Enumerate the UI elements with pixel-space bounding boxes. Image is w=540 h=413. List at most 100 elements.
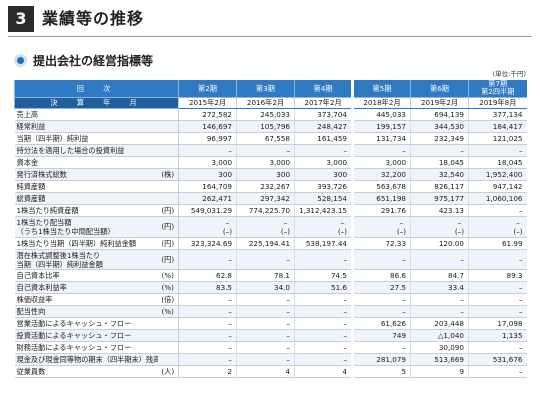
table-cell: 1,135 bbox=[468, 329, 527, 342]
table-cell: 4 bbox=[236, 365, 295, 378]
table-cell: 232,267 bbox=[236, 180, 295, 193]
row-label: 1株当たり純資産額 bbox=[14, 204, 158, 217]
table-cell: – bbox=[468, 204, 527, 217]
table-cell: 3,000 bbox=[236, 156, 295, 169]
table-cell: 9 bbox=[410, 365, 469, 378]
row-label: 財務活動によるキャッシュ・フロー bbox=[14, 341, 158, 354]
table-cell: – (–) bbox=[351, 216, 411, 238]
table-cell: 61.99 bbox=[468, 237, 527, 250]
table-cell: 232,349 bbox=[410, 132, 469, 145]
date-header: 2015年2月 bbox=[178, 97, 237, 109]
table-cell: 1,060,106 bbox=[468, 192, 527, 205]
table-cell: 5 bbox=[351, 365, 411, 378]
table-cell: 51.6 bbox=[294, 281, 353, 294]
date-header: 2019年2月 bbox=[410, 97, 469, 109]
table-cell: 393,726 bbox=[294, 180, 353, 193]
table-row: 潜在株式調整後1株当たり 当期（四半期）純利益金額 (円) – – – – – – bbox=[14, 249, 527, 270]
table-cell: – (–) bbox=[236, 216, 295, 238]
table-cell: – bbox=[178, 353, 237, 366]
table-cell: 74.5 bbox=[294, 269, 353, 282]
table-cell: – bbox=[351, 305, 411, 318]
table-cell: – bbox=[178, 329, 237, 342]
table-row: 自己資本比率 (%) 62.8 78.1 74.5 86.6 84.7 89.3 bbox=[14, 269, 527, 282]
table-row: 株価収益率 (倍) – – – – – – bbox=[14, 293, 527, 306]
table-cell: – bbox=[178, 317, 237, 330]
table-cell: – bbox=[236, 341, 295, 354]
table-cell: 975,177 bbox=[410, 192, 469, 205]
period-header: 第5期 bbox=[351, 80, 411, 98]
table-row: 1株当たり当期（四半期）純利益金額 (円) 323,324.69 225,194.41… bbox=[14, 237, 527, 250]
row-unit: (円) bbox=[157, 204, 180, 217]
period-header: 第4期 bbox=[294, 80, 353, 98]
row-unit: (%) bbox=[157, 281, 180, 294]
table-row: 現金及び現金同等物の期末（四半期末）残高 – – –281,079 513,669 531… bbox=[14, 353, 527, 366]
row-unit: (円) bbox=[157, 216, 180, 238]
table-cell: 199,157 bbox=[351, 120, 411, 133]
table-row: 自己資本利益率 (%) 83.5 34.0 51.6 27.5 33.4– bbox=[14, 281, 527, 294]
table-cell: 531,676 bbox=[468, 353, 527, 366]
table-cell: – bbox=[351, 341, 411, 354]
table-cell: 121,025 bbox=[468, 132, 527, 145]
table-cell: 300 bbox=[178, 168, 237, 181]
table-cell: – bbox=[236, 317, 295, 330]
table-cell: 4 bbox=[294, 365, 353, 378]
row-label: 持分法を適用した場合の投資利益 bbox=[14, 144, 158, 157]
table-cell: – (–) bbox=[410, 216, 469, 238]
row-label: 1株当たり当期（四半期）純利益金額 bbox=[14, 237, 158, 250]
date-label: 決 算 年 月 bbox=[13, 97, 179, 109]
table-row: 総資産額 262,471 297,342 528,154 651,198 975,177 1… bbox=[14, 192, 527, 205]
table-cell: 164,709 bbox=[178, 180, 237, 193]
table-cell: 3,000 bbox=[294, 156, 353, 169]
table-cell: – bbox=[410, 249, 469, 270]
row-label: 自己資本利益率 bbox=[14, 281, 158, 294]
row-unit: (%) bbox=[157, 269, 180, 282]
table-cell: – (–) bbox=[468, 216, 527, 238]
table-cell: 248,427 bbox=[294, 120, 353, 133]
section-header: 3 業績等の推移 bbox=[8, 6, 532, 37]
table-cell: 184,417 bbox=[468, 120, 527, 133]
row-unit bbox=[157, 341, 180, 354]
table-cell: 262,471 bbox=[178, 192, 237, 205]
table-cell: 61,626 bbox=[351, 317, 411, 330]
table-cell: – bbox=[410, 144, 469, 157]
financial-indicators-table: 回 次 第2期 第3期 第4期 第5期 第6期 第7期 第2四半期 決 算 年 月… bbox=[13, 80, 527, 378]
table-row: 純資産額 164,709 232,267 393,726 563,678 826,117 9… bbox=[14, 180, 527, 193]
row-label: 配当性向 bbox=[14, 305, 158, 318]
table-row: 1株当たり純資産額 (円) 549,031.29 774,225.70 1,312,42… bbox=[14, 204, 527, 217]
row-unit bbox=[157, 317, 180, 330]
table-cell: 373,704 bbox=[294, 108, 353, 121]
row-label: 発行済株式総数 bbox=[14, 168, 158, 181]
date-header-row: 決 算 年 月 2015年2月 2016年2月 2017年2月 2018年2月 … bbox=[13, 97, 527, 109]
table-cell: – bbox=[468, 341, 527, 354]
table-row: 1株当たり配当額 （うち1株当たり中間配当額） (円) – (–) – (–) – (–) – (–… bbox=[14, 216, 527, 238]
table-row: 営業活動によるキャッシュ・フロー – – –61,626 203,448 17,098 bbox=[14, 317, 527, 330]
table-cell: 18,045 bbox=[410, 156, 469, 169]
row-unit bbox=[157, 120, 180, 133]
table-cell: 528,154 bbox=[294, 192, 353, 205]
table-cell: – bbox=[236, 144, 295, 157]
table-row: 売上高 272,582 245,033 373,704 445,033 694,139 37… bbox=[14, 108, 527, 121]
table-cell: 86.6 bbox=[351, 269, 411, 282]
table-cell: △1,040 bbox=[410, 329, 469, 342]
table-cell: 549,031.29 bbox=[178, 204, 237, 217]
table-cell: – bbox=[236, 353, 295, 366]
table-cell: 245,033 bbox=[236, 108, 295, 121]
row-label: 現金及び現金同等物の期末（四半期末）残高 bbox=[14, 353, 158, 366]
table-cell: 161,459 bbox=[294, 132, 353, 145]
table-cell: 33.4 bbox=[410, 281, 469, 294]
table-cell: 423.13 bbox=[410, 204, 469, 217]
table-cell: – bbox=[410, 293, 469, 306]
table-cell: 1,312,423.15 bbox=[294, 204, 353, 217]
table-cell: 17,098 bbox=[468, 317, 527, 330]
row-unit bbox=[157, 192, 180, 205]
table-cell: – bbox=[178, 144, 237, 157]
table-row: 資本金 3,000 3,000 3,000 3,000 18,045 18,045 bbox=[14, 156, 527, 169]
table-cell: 300 bbox=[294, 168, 353, 181]
row-unit bbox=[157, 180, 180, 193]
row-label: 投資活動によるキャッシュ・フロー bbox=[14, 329, 158, 342]
table-cell: 3,000 bbox=[178, 156, 237, 169]
table-cell: – bbox=[351, 144, 411, 157]
table-cell: 1,952,400 bbox=[468, 168, 527, 181]
table-cell: 749 bbox=[351, 329, 411, 342]
date-header: 2017年2月 bbox=[294, 97, 353, 109]
